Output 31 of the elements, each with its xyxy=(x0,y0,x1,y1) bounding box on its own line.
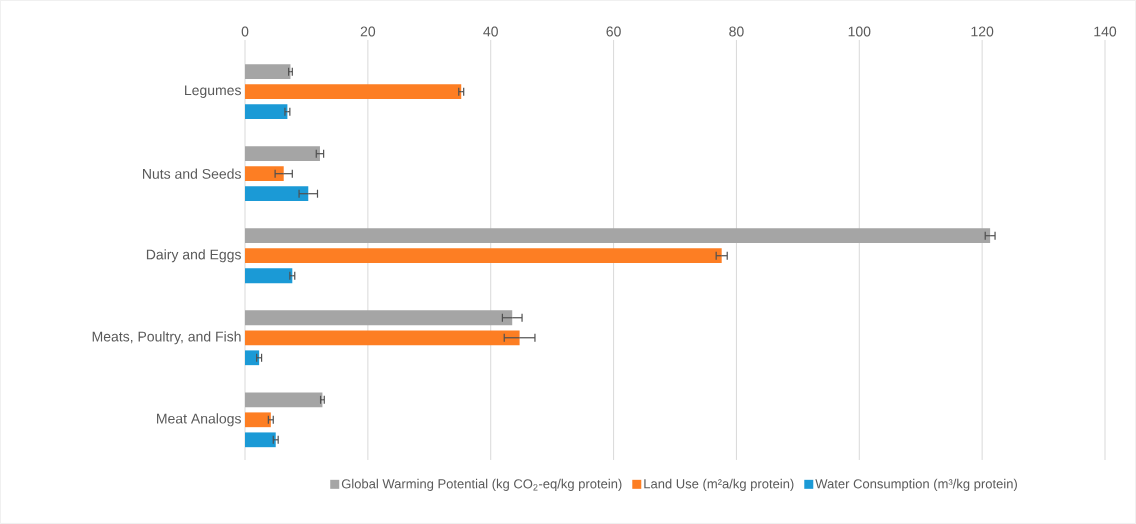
bar xyxy=(245,228,991,244)
x-tick-label: 120 xyxy=(971,26,994,37)
bar xyxy=(245,64,291,80)
bar xyxy=(245,248,722,264)
x-tick-label: 20 xyxy=(360,26,376,37)
y-tick-label: Meats, Poultry, and Fish xyxy=(92,331,241,345)
bar xyxy=(245,432,276,448)
x-tick-label: 0 xyxy=(241,26,249,37)
x-tick-label: 140 xyxy=(1094,26,1117,37)
bar xyxy=(245,350,260,366)
bar xyxy=(245,186,309,202)
legend-label: Global Warming Potential (kg CO$_{2}$-eq/kg protein) xyxy=(341,478,622,491)
bar xyxy=(245,268,293,284)
bar xyxy=(245,146,320,162)
bar xyxy=(245,84,462,100)
legend-label: Land Use (m²a/kg protein) xyxy=(644,478,794,491)
bar xyxy=(245,166,284,182)
x-tick-label: 40 xyxy=(483,26,498,37)
bar xyxy=(245,412,271,428)
legend-label: Water Consumption (m³/kg protein) xyxy=(815,478,1017,491)
bar xyxy=(245,392,323,408)
y-tick-label: Nuts and Seeds xyxy=(143,168,241,179)
bar xyxy=(245,330,520,346)
x-tick-label: 80 xyxy=(729,26,744,37)
y-tick-label: Legumes xyxy=(185,85,241,98)
y-tick-label: Meat Analogs xyxy=(157,413,241,427)
y-tick-label: Dairy and Eggs xyxy=(146,249,241,263)
bar xyxy=(245,104,288,120)
bar xyxy=(245,310,513,326)
x-tick-label: 60 xyxy=(606,26,621,37)
x-tick-label: 100 xyxy=(848,26,871,37)
